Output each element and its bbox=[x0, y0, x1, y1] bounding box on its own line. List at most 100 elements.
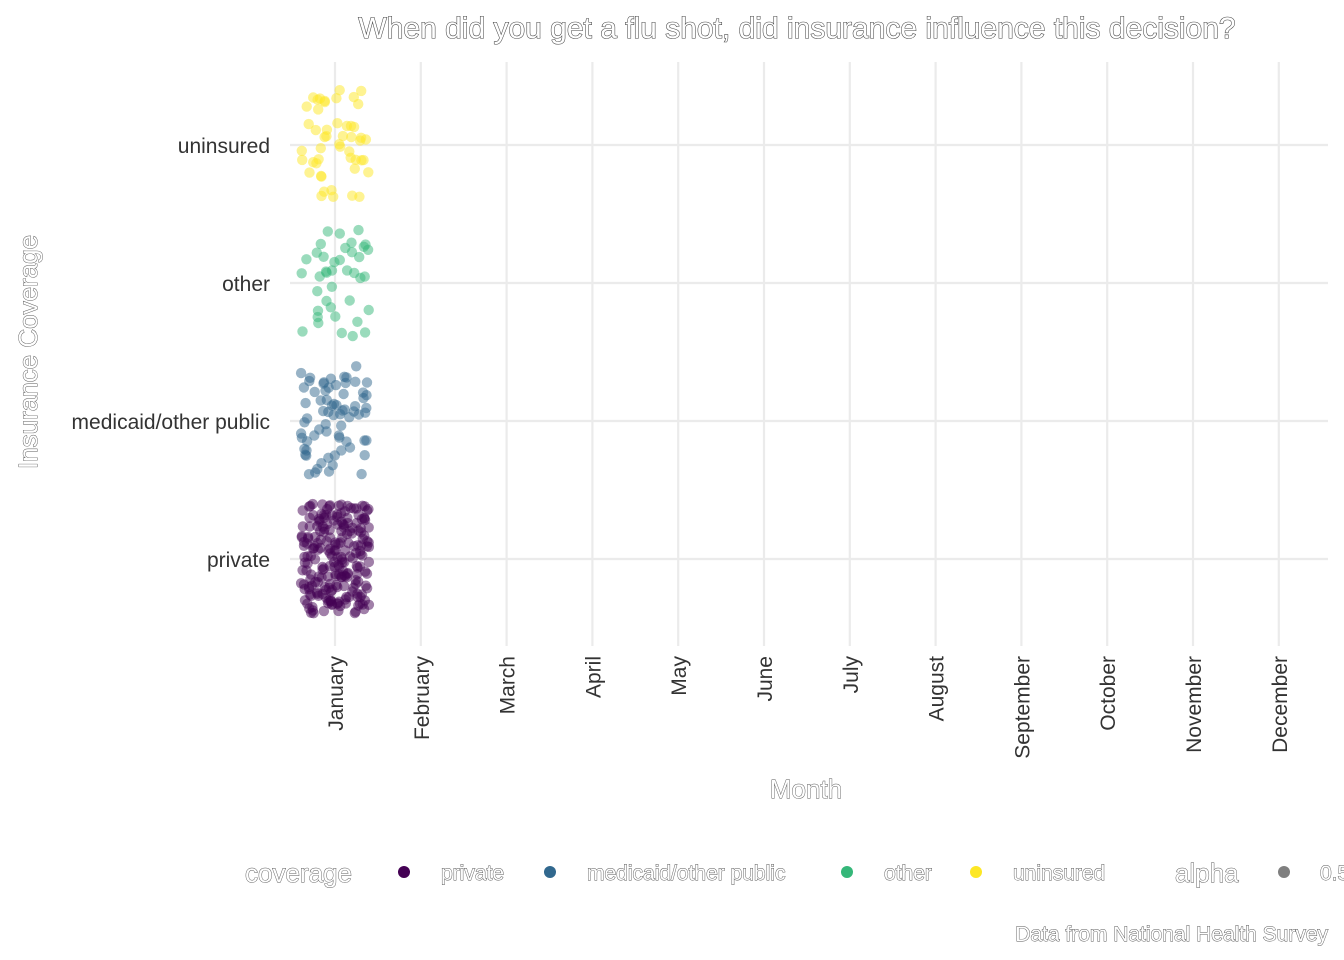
point-uninsured bbox=[316, 171, 327, 182]
y-tick-private: private bbox=[207, 549, 270, 572]
point-medicaid-other-public bbox=[349, 401, 361, 412]
point-other bbox=[326, 281, 338, 292]
point-private bbox=[342, 567, 354, 579]
point-private bbox=[333, 500, 344, 511]
point-private bbox=[303, 581, 315, 593]
point-private bbox=[334, 561, 345, 573]
point-private bbox=[327, 584, 338, 596]
point-medicaid-other-public bbox=[300, 449, 311, 460]
y-axis-title: Insurance Coverage bbox=[13, 235, 43, 469]
point-private bbox=[317, 564, 328, 575]
point-medicaid-other-public bbox=[309, 386, 320, 398]
point-other bbox=[334, 228, 345, 239]
point-medicaid-other-public bbox=[361, 402, 372, 414]
point-uninsured bbox=[328, 191, 339, 202]
point-uninsured bbox=[345, 152, 356, 163]
point-private bbox=[326, 510, 338, 521]
point-private bbox=[344, 551, 356, 562]
legend-label-other: other bbox=[884, 862, 932, 885]
point-medicaid-other-public bbox=[359, 450, 370, 461]
point-private bbox=[352, 591, 363, 603]
x-tick-april: April bbox=[582, 656, 605, 698]
point-medicaid-other-public bbox=[318, 405, 329, 417]
point-medicaid-other-public bbox=[339, 371, 350, 382]
point-medicaid-other-public bbox=[356, 468, 367, 480]
point-private bbox=[363, 541, 375, 553]
point-uninsured bbox=[313, 104, 324, 115]
point-other bbox=[296, 268, 307, 279]
point-uninsured bbox=[304, 167, 315, 178]
point-private bbox=[353, 509, 364, 521]
legend-label-medicaid-other-public: medicaid/other public bbox=[587, 862, 785, 885]
point-private bbox=[340, 594, 351, 605]
point-private bbox=[363, 522, 374, 533]
point-other bbox=[336, 327, 347, 339]
point-other bbox=[340, 242, 351, 254]
point-private bbox=[355, 549, 366, 560]
point-private bbox=[315, 525, 326, 537]
point-private bbox=[325, 594, 336, 605]
x-tick-august: August bbox=[926, 656, 949, 722]
legend-label-uninsured: uninsured bbox=[1013, 862, 1105, 885]
point-other bbox=[322, 226, 333, 237]
legend-alpha-key bbox=[1278, 866, 1290, 878]
point-private bbox=[351, 517, 362, 529]
point-medicaid-other-public bbox=[359, 435, 370, 446]
point-private bbox=[336, 525, 347, 537]
point-medicaid-other-public bbox=[358, 392, 369, 404]
point-other bbox=[330, 311, 341, 322]
x-tick-labels: January February March April May June July Augu… bbox=[325, 656, 1292, 759]
point-other bbox=[312, 311, 323, 323]
point-medicaid-other-public bbox=[295, 367, 307, 379]
point-uninsured bbox=[315, 143, 326, 154]
point-private bbox=[302, 558, 313, 569]
point-medicaid-other-public bbox=[310, 467, 321, 478]
point-private bbox=[311, 587, 323, 598]
point-private bbox=[318, 605, 330, 617]
x-tick-october: October bbox=[1097, 656, 1120, 731]
point-medicaid-other-public bbox=[318, 378, 329, 389]
y-tick-labels: private medicaid/other public other uninsur… bbox=[72, 135, 270, 572]
point-uninsured bbox=[308, 157, 319, 168]
point-private bbox=[312, 577, 323, 588]
legend: coverage private medicaid/other public oth… bbox=[245, 858, 1344, 889]
x-axis-title: Month bbox=[770, 774, 842, 804]
legend-alpha-value: 0.5 bbox=[1320, 862, 1344, 885]
point-uninsured bbox=[348, 121, 360, 133]
point-private bbox=[355, 527, 367, 538]
point-private bbox=[352, 540, 363, 551]
point-medicaid-other-public bbox=[327, 460, 338, 471]
x-tick-may: May bbox=[668, 656, 691, 696]
point-private bbox=[313, 516, 324, 527]
point-private bbox=[353, 600, 364, 611]
point-private bbox=[335, 508, 347, 519]
point-uninsured bbox=[334, 139, 345, 150]
point-medicaid-other-public bbox=[350, 376, 361, 387]
point-medicaid-other-public bbox=[309, 430, 320, 441]
point-private bbox=[324, 501, 335, 512]
point-other bbox=[362, 244, 374, 255]
point-other bbox=[312, 286, 323, 297]
point-other bbox=[363, 304, 374, 316]
series-other bbox=[296, 224, 374, 342]
point-uninsured bbox=[355, 132, 367, 143]
point-uninsured bbox=[348, 91, 359, 103]
legend-key-uninsured bbox=[970, 866, 982, 878]
point-uninsured bbox=[296, 145, 307, 156]
legend-label-private: private bbox=[441, 862, 504, 885]
point-other bbox=[315, 238, 326, 250]
point-private bbox=[363, 556, 375, 568]
x-tick-march: March bbox=[497, 656, 520, 714]
point-medicaid-other-public bbox=[338, 388, 349, 400]
point-medicaid-other-public bbox=[304, 375, 315, 387]
y-tick-uninsured: uninsured bbox=[178, 135, 270, 158]
point-uninsured bbox=[310, 124, 321, 136]
point-uninsured bbox=[334, 85, 345, 96]
point-private bbox=[360, 580, 371, 591]
point-other bbox=[321, 295, 332, 307]
point-uninsured bbox=[308, 92, 319, 103]
point-other bbox=[329, 256, 340, 268]
legend-key-other bbox=[841, 866, 853, 878]
point-private bbox=[305, 500, 316, 512]
